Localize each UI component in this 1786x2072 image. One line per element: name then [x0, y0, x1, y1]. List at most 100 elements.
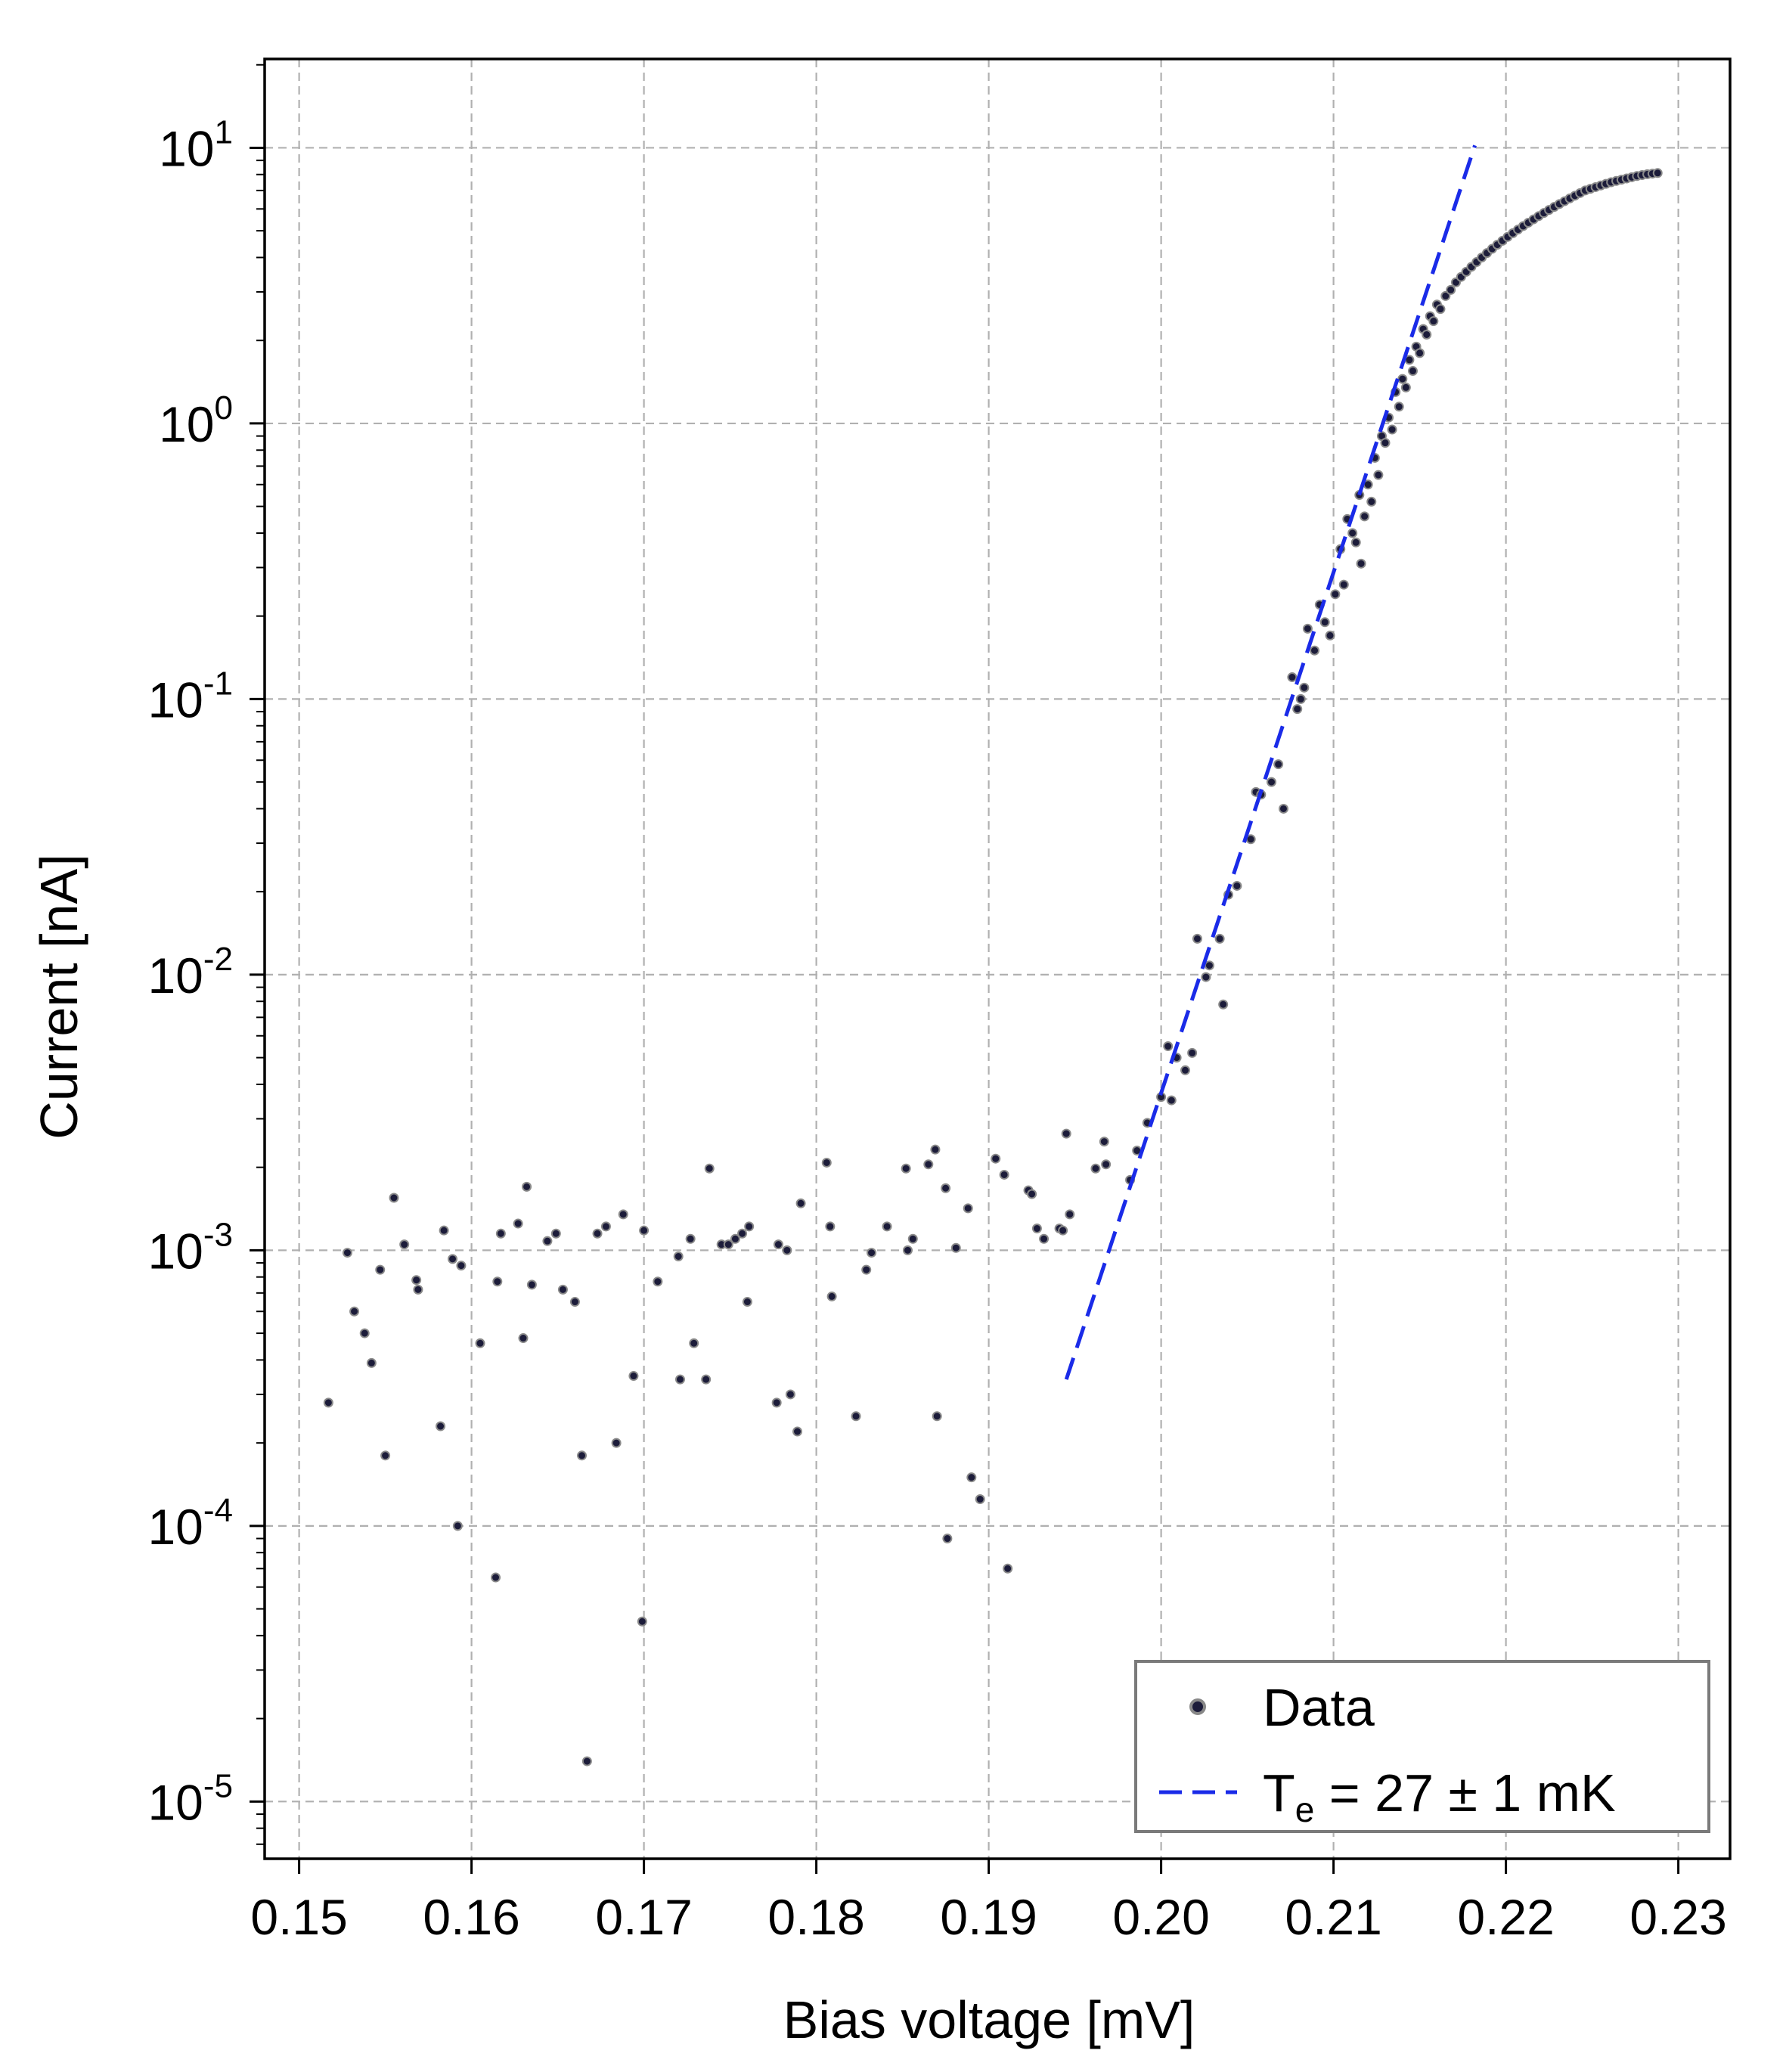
y-tick-label: 10-4 — [147, 1492, 233, 1555]
x-tick-label: 0.18 — [767, 1889, 864, 1945]
data-point — [991, 1153, 1001, 1164]
legend-data-label: Data — [1263, 1678, 1375, 1737]
data-point — [1061, 1128, 1071, 1139]
data-point — [1214, 933, 1225, 944]
data-point — [773, 1239, 783, 1250]
x-axis-label: Bias voltage [mV] — [783, 1990, 1195, 2049]
x-tick-label: 0.20 — [1112, 1889, 1209, 1945]
data-point — [685, 1233, 696, 1244]
data-point — [375, 1264, 386, 1275]
data-point — [1366, 496, 1377, 507]
data-point — [1287, 672, 1298, 683]
data-point — [439, 1225, 449, 1236]
data-point — [744, 1221, 755, 1232]
data-point — [907, 1233, 918, 1244]
legend-fit-label: Te = 27 ± 1 mK — [1263, 1763, 1616, 1829]
data-point — [930, 1144, 941, 1155]
data-point — [1446, 284, 1456, 295]
data-point — [448, 1254, 458, 1264]
data-point — [413, 1284, 423, 1295]
legend-box — [1134, 1660, 1710, 1833]
data-point — [1295, 693, 1306, 704]
data-point — [1090, 1163, 1101, 1174]
data-point — [851, 1411, 861, 1422]
data-point — [730, 1233, 740, 1244]
data-point — [628, 1371, 639, 1382]
data-point — [1031, 1224, 1042, 1234]
data-point — [1302, 623, 1313, 634]
data-point — [518, 1333, 529, 1344]
data-point — [1003, 1563, 1013, 1574]
data-point — [1101, 1159, 1112, 1170]
data-point — [1299, 682, 1310, 693]
data-point — [999, 1169, 1009, 1180]
data-point — [1039, 1233, 1050, 1244]
tick-labels: 0.15 0.16 0.17 0.18 0.19 0.20 0.21 0.22 0.23 101 1… — [147, 113, 1726, 1945]
data-point — [785, 1389, 795, 1400]
data-point — [826, 1291, 837, 1301]
data-point — [1180, 1065, 1191, 1075]
data-point — [653, 1276, 663, 1287]
data-point — [542, 1236, 553, 1246]
data-point — [950, 1242, 961, 1253]
data-point — [1201, 972, 1211, 982]
data-point — [942, 1534, 953, 1544]
y-axis-label: Current [nA] — [29, 854, 88, 1139]
data-point — [861, 1264, 872, 1275]
legend: Data Te = 27 ± 1 mK — [1134, 1660, 1710, 1833]
y-tick-label: 101 — [159, 113, 233, 176]
data-point — [1192, 933, 1202, 944]
data-point — [1440, 290, 1451, 301]
data-point — [1394, 402, 1404, 412]
data-point — [1163, 1041, 1174, 1052]
fit-line — [1064, 144, 1477, 1380]
data-point — [1319, 617, 1330, 628]
data-point — [689, 1338, 699, 1348]
data-point — [557, 1284, 568, 1295]
data-point — [456, 1261, 467, 1271]
data-point — [1373, 470, 1384, 480]
data-point — [366, 1357, 377, 1368]
data-point — [1380, 438, 1391, 448]
data-point — [1407, 366, 1418, 377]
data-point — [399, 1239, 410, 1250]
data-point — [452, 1521, 463, 1531]
data-point — [1278, 803, 1288, 814]
data-point — [1338, 579, 1349, 590]
grid — [265, 59, 1730, 1859]
data-point — [639, 1225, 650, 1236]
data-point — [963, 1203, 973, 1214]
y-tick-label: 100 — [159, 389, 233, 452]
data-point — [932, 1411, 942, 1422]
data-point — [771, 1397, 782, 1408]
data-point — [637, 1616, 647, 1627]
data-point — [1232, 880, 1242, 891]
data-point — [349, 1306, 360, 1317]
data-point — [1310, 645, 1320, 656]
legend-fit-label-main: T — [1263, 1763, 1295, 1822]
data-point — [1218, 999, 1229, 1010]
data-point — [592, 1228, 603, 1239]
data-point — [882, 1221, 892, 1232]
data-point — [1422, 329, 1432, 340]
data-point — [1360, 511, 1370, 522]
data-point — [867, 1248, 877, 1258]
data-point — [1058, 1225, 1068, 1236]
y-tick-label: 10-2 — [147, 941, 233, 1003]
data-point — [389, 1193, 399, 1203]
data-point — [618, 1209, 628, 1220]
data-point — [782, 1245, 792, 1255]
x-tick-label: 0.15 — [250, 1889, 347, 1945]
data-point — [1356, 558, 1366, 569]
data-point — [1187, 1047, 1198, 1058]
data-point — [742, 1297, 752, 1307]
data-point — [795, 1198, 806, 1208]
data-point — [821, 1157, 832, 1168]
data-point — [1267, 777, 1277, 787]
data-point — [1350, 537, 1361, 547]
data-point — [492, 1276, 503, 1287]
data-point — [941, 1183, 951, 1193]
data-point — [737, 1228, 748, 1239]
data-point — [526, 1279, 537, 1290]
